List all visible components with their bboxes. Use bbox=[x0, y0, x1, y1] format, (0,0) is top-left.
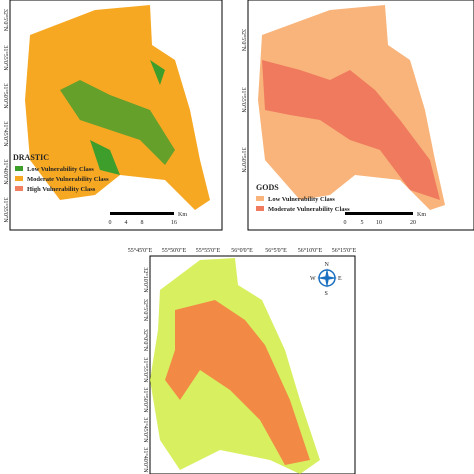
lat-label: 31°50'0"N bbox=[2, 83, 9, 109]
compass-label: S bbox=[325, 291, 328, 297]
lat-label: 31°55'0"N bbox=[2, 45, 9, 71]
legend-label: High Vulnerability Class bbox=[27, 186, 96, 193]
legend-swatch bbox=[15, 176, 23, 181]
scale-label: 4 bbox=[125, 220, 128, 226]
lat-label: 31°55'0"N bbox=[240, 87, 247, 113]
lon-label: 56°0'0"E bbox=[231, 247, 253, 254]
scale-label: 16 bbox=[171, 220, 177, 226]
map-title: GODS bbox=[256, 183, 279, 192]
lat-label: 31°45'0"N bbox=[142, 417, 149, 443]
lat-label: 32°5'0"N bbox=[2, 9, 9, 32]
lon-label: 55°50'0"E bbox=[162, 247, 187, 254]
lon-label: 56°5'0"E bbox=[265, 247, 287, 254]
scale-bar bbox=[110, 212, 174, 215]
lat-label: 31°50'0"N bbox=[240, 147, 247, 173]
legend-label: Moderate Vulnerability Class bbox=[27, 176, 109, 183]
legend-swatch bbox=[256, 206, 264, 211]
moderate-zone bbox=[165, 300, 310, 465]
legend-swatch bbox=[15, 186, 23, 191]
legend-swatch bbox=[256, 196, 264, 201]
legend-swatch bbox=[15, 166, 23, 171]
low-zone bbox=[60, 80, 175, 165]
lat-label: 32°5'0"N bbox=[240, 29, 247, 52]
scale-label: 10 bbox=[376, 220, 382, 226]
lat-label: 32°0'0"N bbox=[142, 329, 149, 352]
scale-label: 8 bbox=[141, 220, 144, 226]
compass-label: W bbox=[310, 276, 316, 282]
lat-label: 31°45'0"N bbox=[2, 121, 9, 147]
scale-label: Km bbox=[178, 212, 187, 218]
lon-label: 56°10'0"E bbox=[298, 247, 323, 254]
lat-label: 32°5'0"N bbox=[142, 299, 149, 322]
lat-label: 31°40'0"N bbox=[2, 159, 9, 185]
scale-bar bbox=[345, 212, 413, 215]
lat-label: 31°55'0"N bbox=[142, 357, 149, 383]
compass-label: N bbox=[325, 262, 330, 268]
lon-label: 55°55'0"E bbox=[196, 247, 221, 254]
lat-label: 31°35'0"N bbox=[2, 197, 9, 223]
scale-label: 0 bbox=[109, 220, 112, 226]
moderate-zone bbox=[262, 60, 440, 200]
legend-label: Low Vulnerability Class bbox=[268, 196, 335, 203]
lon-label: 55°45'0"E bbox=[128, 247, 153, 254]
compass-needle bbox=[317, 268, 337, 288]
lon-label: 56°15'0"E bbox=[332, 247, 357, 254]
low-zone bbox=[90, 60, 165, 175]
lat-label: 32°10'0"N bbox=[142, 267, 149, 293]
compass-label: E bbox=[338, 276, 342, 282]
lat-label: 31°40'0"N bbox=[142, 447, 149, 473]
scale-label: 0 bbox=[344, 220, 347, 226]
scale-label: 20 bbox=[410, 220, 416, 226]
legend-label: Low Vulnerability Class bbox=[27, 166, 94, 173]
legend-label: Moderate Vulnerability Class bbox=[268, 206, 350, 213]
map-title: DRASTIC bbox=[13, 153, 49, 162]
lat-label: 31°50'0"N bbox=[142, 387, 149, 413]
scale-label: Km bbox=[417, 212, 426, 218]
scale-label: 5 bbox=[361, 220, 364, 226]
